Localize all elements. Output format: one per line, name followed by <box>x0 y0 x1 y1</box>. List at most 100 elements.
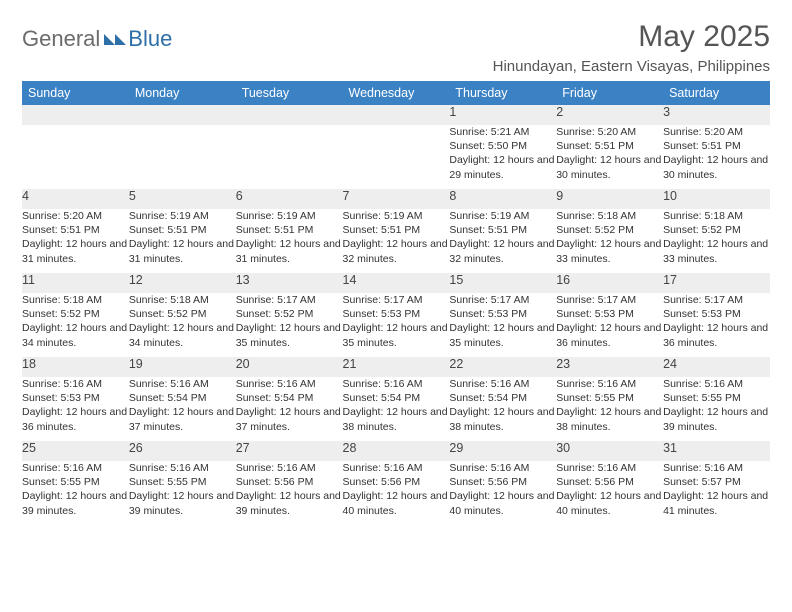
day-detail-cell <box>236 125 343 189</box>
day-number-cell <box>343 105 450 125</box>
logo-text-general: General <box>22 26 100 52</box>
sunrise-line: Sunrise: 5:21 AM <box>449 125 556 139</box>
daylight-line: Daylight: 12 hours and 40 minutes. <box>556 489 663 517</box>
day-number-cell: 1 <box>449 105 556 125</box>
daylight-line: Daylight: 12 hours and 39 minutes. <box>22 489 129 517</box>
day-number-cell: 30 <box>556 441 663 461</box>
day-number-cell: 21 <box>343 357 450 377</box>
day-number-cell: 12 <box>129 273 236 293</box>
sunrise-line: Sunrise: 5:16 AM <box>449 377 556 391</box>
day-detail-cell: Sunrise: 5:16 AMSunset: 5:56 PMDaylight:… <box>236 461 343 525</box>
day-detail-cell: Sunrise: 5:16 AMSunset: 5:56 PMDaylight:… <box>449 461 556 525</box>
daylight-line: Daylight: 12 hours and 32 minutes. <box>449 237 556 265</box>
sunrise-line: Sunrise: 5:16 AM <box>129 377 236 391</box>
day-number-cell: 22 <box>449 357 556 377</box>
day-detail-cell: Sunrise: 5:16 AMSunset: 5:54 PMDaylight:… <box>449 377 556 441</box>
day-number-cell: 8 <box>449 189 556 209</box>
day-number-cell: 11 <box>22 273 129 293</box>
location-subtitle: Hinundayan, Eastern Visayas, Philippines <box>493 58 770 75</box>
sunrise-line: Sunrise: 5:16 AM <box>22 461 129 475</box>
sunset-line: Sunset: 5:51 PM <box>663 139 770 153</box>
day-number-cell: 6 <box>236 189 343 209</box>
daylight-line: Daylight: 12 hours and 35 minutes. <box>449 321 556 349</box>
day-number-cell: 15 <box>449 273 556 293</box>
sunset-line: Sunset: 5:50 PM <box>449 139 556 153</box>
daylight-line: Daylight: 12 hours and 32 minutes. <box>343 237 450 265</box>
day-detail-cell: Sunrise: 5:21 AMSunset: 5:50 PMDaylight:… <box>449 125 556 189</box>
daylight-line: Daylight: 12 hours and 31 minutes. <box>129 237 236 265</box>
day-number-cell: 18 <box>22 357 129 377</box>
sunrise-line: Sunrise: 5:20 AM <box>556 125 663 139</box>
day-number-cell: 5 <box>129 189 236 209</box>
day-detail-cell: Sunrise: 5:20 AMSunset: 5:51 PMDaylight:… <box>663 125 770 189</box>
sunset-line: Sunset: 5:56 PM <box>343 475 450 489</box>
day-detail-cell: Sunrise: 5:17 AMSunset: 5:53 PMDaylight:… <box>663 293 770 357</box>
day-number-cell: 17 <box>663 273 770 293</box>
sunset-line: Sunset: 5:55 PM <box>663 391 770 405</box>
sunrise-line: Sunrise: 5:20 AM <box>663 125 770 139</box>
day-detail-cell: Sunrise: 5:16 AMSunset: 5:56 PMDaylight:… <box>556 461 663 525</box>
day-number-cell: 10 <box>663 189 770 209</box>
page-header: General Blue May 2025 Hinundayan, Easter… <box>22 20 770 75</box>
sunset-line: Sunset: 5:51 PM <box>343 223 450 237</box>
sunset-line: Sunset: 5:53 PM <box>22 391 129 405</box>
sunset-line: Sunset: 5:52 PM <box>663 223 770 237</box>
sunset-line: Sunset: 5:56 PM <box>556 475 663 489</box>
day-number-cell: 26 <box>129 441 236 461</box>
sunset-line: Sunset: 5:53 PM <box>343 307 450 321</box>
daylight-line: Daylight: 12 hours and 36 minutes. <box>556 321 663 349</box>
sunrise-line: Sunrise: 5:19 AM <box>236 209 343 223</box>
day-detail-cell: Sunrise: 5:18 AMSunset: 5:52 PMDaylight:… <box>556 209 663 273</box>
day-detail-cell: Sunrise: 5:16 AMSunset: 5:57 PMDaylight:… <box>663 461 770 525</box>
day-detail-cell: Sunrise: 5:19 AMSunset: 5:51 PMDaylight:… <box>236 209 343 273</box>
day-detail-cell: Sunrise: 5:16 AMSunset: 5:55 PMDaylight:… <box>556 377 663 441</box>
sunrise-line: Sunrise: 5:16 AM <box>22 377 129 391</box>
day-number-cell: 13 <box>236 273 343 293</box>
day-number-cell <box>236 105 343 125</box>
day-number-cell <box>22 105 129 125</box>
day-detail-row: Sunrise: 5:21 AMSunset: 5:50 PMDaylight:… <box>22 125 770 189</box>
sunset-line: Sunset: 5:55 PM <box>556 391 663 405</box>
daylight-line: Daylight: 12 hours and 40 minutes. <box>343 489 450 517</box>
sunset-line: Sunset: 5:51 PM <box>236 223 343 237</box>
sunrise-line: Sunrise: 5:18 AM <box>556 209 663 223</box>
weekday-header-row: Sunday Monday Tuesday Wednesday Thursday… <box>22 81 770 105</box>
day-number-cell: 2 <box>556 105 663 125</box>
day-detail-cell: Sunrise: 5:19 AMSunset: 5:51 PMDaylight:… <box>449 209 556 273</box>
day-number-row: 18192021222324 <box>22 357 770 377</box>
sunrise-line: Sunrise: 5:17 AM <box>343 293 450 307</box>
day-detail-cell: Sunrise: 5:17 AMSunset: 5:53 PMDaylight:… <box>343 293 450 357</box>
sunset-line: Sunset: 5:52 PM <box>556 223 663 237</box>
day-number-cell: 23 <box>556 357 663 377</box>
sunrise-line: Sunrise: 5:17 AM <box>449 293 556 307</box>
month-title: May 2025 <box>493 20 770 54</box>
day-detail-row: Sunrise: 5:16 AMSunset: 5:53 PMDaylight:… <box>22 377 770 441</box>
day-number-cell: 27 <box>236 441 343 461</box>
day-detail-cell: Sunrise: 5:16 AMSunset: 5:54 PMDaylight:… <box>236 377 343 441</box>
daylight-line: Daylight: 12 hours and 40 minutes. <box>449 489 556 517</box>
sunrise-line: Sunrise: 5:18 AM <box>22 293 129 307</box>
day-number-cell: 31 <box>663 441 770 461</box>
sunrise-line: Sunrise: 5:16 AM <box>236 377 343 391</box>
day-detail-cell: Sunrise: 5:20 AMSunset: 5:51 PMDaylight:… <box>556 125 663 189</box>
sunset-line: Sunset: 5:51 PM <box>556 139 663 153</box>
daylight-line: Daylight: 12 hours and 35 minutes. <box>343 321 450 349</box>
day-detail-cell <box>129 125 236 189</box>
day-number-row: 45678910 <box>22 189 770 209</box>
sunset-line: Sunset: 5:55 PM <box>22 475 129 489</box>
day-detail-cell: Sunrise: 5:16 AMSunset: 5:55 PMDaylight:… <box>129 461 236 525</box>
daylight-line: Daylight: 12 hours and 37 minutes. <box>236 405 343 433</box>
day-detail-cell: Sunrise: 5:16 AMSunset: 5:54 PMDaylight:… <box>129 377 236 441</box>
daylight-line: Daylight: 12 hours and 31 minutes. <box>22 237 129 265</box>
day-detail-cell: Sunrise: 5:20 AMSunset: 5:51 PMDaylight:… <box>22 209 129 273</box>
day-detail-cell: Sunrise: 5:18 AMSunset: 5:52 PMDaylight:… <box>663 209 770 273</box>
day-detail-cell: Sunrise: 5:17 AMSunset: 5:53 PMDaylight:… <box>556 293 663 357</box>
logo: General Blue <box>22 26 172 52</box>
day-detail-cell: Sunrise: 5:18 AMSunset: 5:52 PMDaylight:… <box>129 293 236 357</box>
sunset-line: Sunset: 5:51 PM <box>449 223 556 237</box>
weekday-header: Friday <box>556 81 663 105</box>
daylight-line: Daylight: 12 hours and 38 minutes. <box>556 405 663 433</box>
daylight-line: Daylight: 12 hours and 29 minutes. <box>449 153 556 181</box>
weekday-header: Monday <box>129 81 236 105</box>
daylight-line: Daylight: 12 hours and 34 minutes. <box>129 321 236 349</box>
